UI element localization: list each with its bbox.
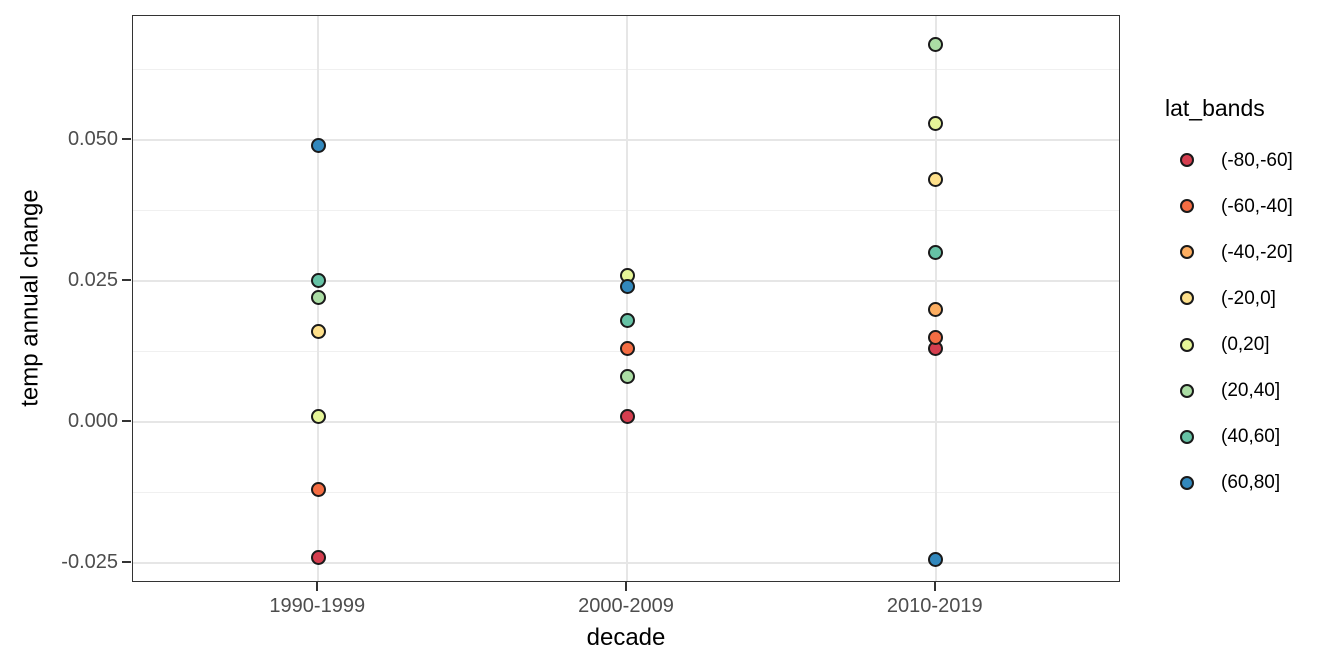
legend-entry: (-40,-20] bbox=[1180, 229, 1293, 275]
legend-key-dot bbox=[1180, 337, 1194, 352]
data-point bbox=[619, 408, 635, 424]
data-point bbox=[928, 36, 944, 52]
data-point bbox=[310, 273, 326, 289]
y-axis-title: temp annual change bbox=[16, 189, 44, 407]
data-point bbox=[619, 341, 635, 357]
data-point bbox=[928, 552, 944, 568]
legend-entry: (-20,0] bbox=[1180, 275, 1276, 321]
x-tick-label: 2010-2019 bbox=[886, 595, 983, 617]
legend-entry: (40,60] bbox=[1180, 414, 1280, 460]
legend-key-dot bbox=[1180, 475, 1194, 490]
x-tick-label: 1990-1999 bbox=[269, 595, 366, 617]
data-point bbox=[619, 369, 635, 385]
data-point bbox=[619, 279, 635, 295]
data-point bbox=[310, 324, 326, 340]
legend-entry-label: (60,80] bbox=[1221, 472, 1281, 494]
category-gridline bbox=[934, 16, 937, 581]
legend-entry: (20,40] bbox=[1180, 368, 1280, 414]
legend-entry-label: (-20,0] bbox=[1221, 287, 1276, 309]
legend-entry-label: (-40,-20] bbox=[1221, 241, 1293, 263]
legend-key-dot bbox=[1180, 153, 1194, 167]
data-point bbox=[310, 290, 326, 306]
legend-entry-label: (40,60] bbox=[1221, 426, 1281, 448]
y-tick-label: 0.025 bbox=[67, 268, 118, 291]
y-tick-mark bbox=[122, 560, 131, 563]
legend-key-dot bbox=[1180, 429, 1194, 444]
legend-entry: (-60,-40] bbox=[1180, 183, 1293, 229]
x-tick-label: 2000-2009 bbox=[578, 595, 674, 617]
legend-key-dot bbox=[1180, 383, 1194, 398]
legend-entry-label: (20,40] bbox=[1221, 380, 1281, 402]
plot-panel bbox=[132, 15, 1120, 582]
data-point bbox=[928, 301, 944, 317]
data-point bbox=[619, 312, 635, 328]
legend-key-dot bbox=[1180, 291, 1194, 306]
data-point bbox=[928, 115, 944, 131]
data-point bbox=[928, 329, 944, 345]
legend-entry-label: (-60,-40] bbox=[1221, 195, 1293, 217]
x-tick-mark bbox=[316, 582, 319, 591]
x-tick-mark bbox=[625, 582, 627, 591]
legend-entry: (0,20] bbox=[1180, 322, 1270, 368]
data-point bbox=[310, 138, 326, 154]
legend-entry-label: (-80,-60] bbox=[1221, 149, 1293, 171]
x-axis-title: decade bbox=[586, 624, 666, 651]
data-point bbox=[310, 481, 326, 497]
data-point bbox=[928, 171, 944, 187]
category-gridline bbox=[626, 16, 628, 581]
legend-entry-label: (0,20] bbox=[1221, 334, 1270, 356]
data-point bbox=[310, 549, 326, 565]
y-tick-mark bbox=[122, 278, 131, 281]
x-tick-mark bbox=[933, 582, 936, 591]
data-point bbox=[928, 245, 944, 261]
legend-entry: (60,80] bbox=[1180, 460, 1280, 506]
legend-entry: (-80,-60] bbox=[1180, 137, 1293, 183]
y-tick-label: 0.000 bbox=[67, 409, 118, 432]
legend-key-dot bbox=[1180, 199, 1194, 214]
legend-title: lat_bands bbox=[1165, 95, 1265, 121]
legend-key-dot bbox=[1180, 245, 1194, 260]
data-point bbox=[310, 408, 326, 424]
y-tick-mark bbox=[122, 419, 131, 422]
legend: lat_bands (-80,-60] (-60,-40] (-40,-20] (-2… bbox=[1160, 0, 1344, 672]
y-tick-label: -0.025 bbox=[61, 550, 118, 573]
y-tick-mark bbox=[122, 137, 131, 140]
y-tick-label: 0.050 bbox=[67, 127, 118, 150]
